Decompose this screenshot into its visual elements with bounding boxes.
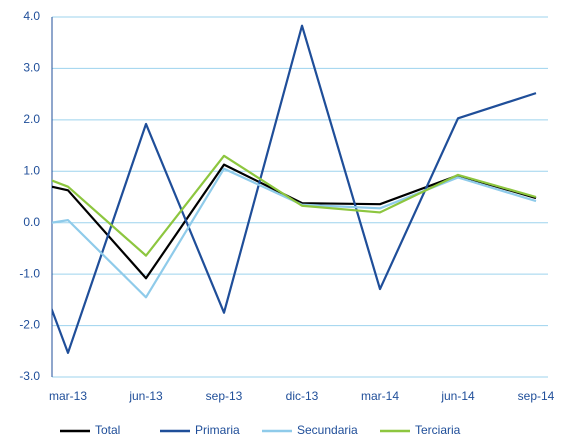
x-tick-label: mar-14 (361, 389, 399, 403)
x-tick-label: sep-13 (206, 389, 243, 403)
x-tick-label: sep-14 (518, 389, 555, 403)
series-line (52, 24, 537, 354)
legend-label: Total (95, 423, 120, 437)
y-tick-label: 1.0 (23, 163, 40, 177)
y-tick-label: -3.0 (19, 369, 40, 383)
legend-label: Terciaria (415, 423, 461, 437)
y-tick-label: 3.0 (23, 61, 40, 75)
x-tick-label: jun-14 (440, 389, 475, 403)
x-tick-label: mar-13 (49, 389, 87, 403)
series-line (52, 154, 537, 257)
y-tick-label: -2.0 (19, 318, 40, 332)
y-tick-label: 2.0 (23, 112, 40, 126)
y-tick-label: -1.0 (19, 266, 40, 280)
x-tick-label: dic-13 (286, 389, 319, 403)
legend-label: Secundaria (297, 423, 358, 437)
legend-label: Primaria (195, 423, 240, 437)
y-tick-label: 4.0 (23, 9, 40, 23)
plot-area (52, 24, 537, 354)
x-tick-label: jun-13 (128, 389, 163, 403)
y-tick-label: 0.0 (23, 215, 40, 229)
series-line (52, 163, 537, 280)
series-line (52, 167, 537, 299)
